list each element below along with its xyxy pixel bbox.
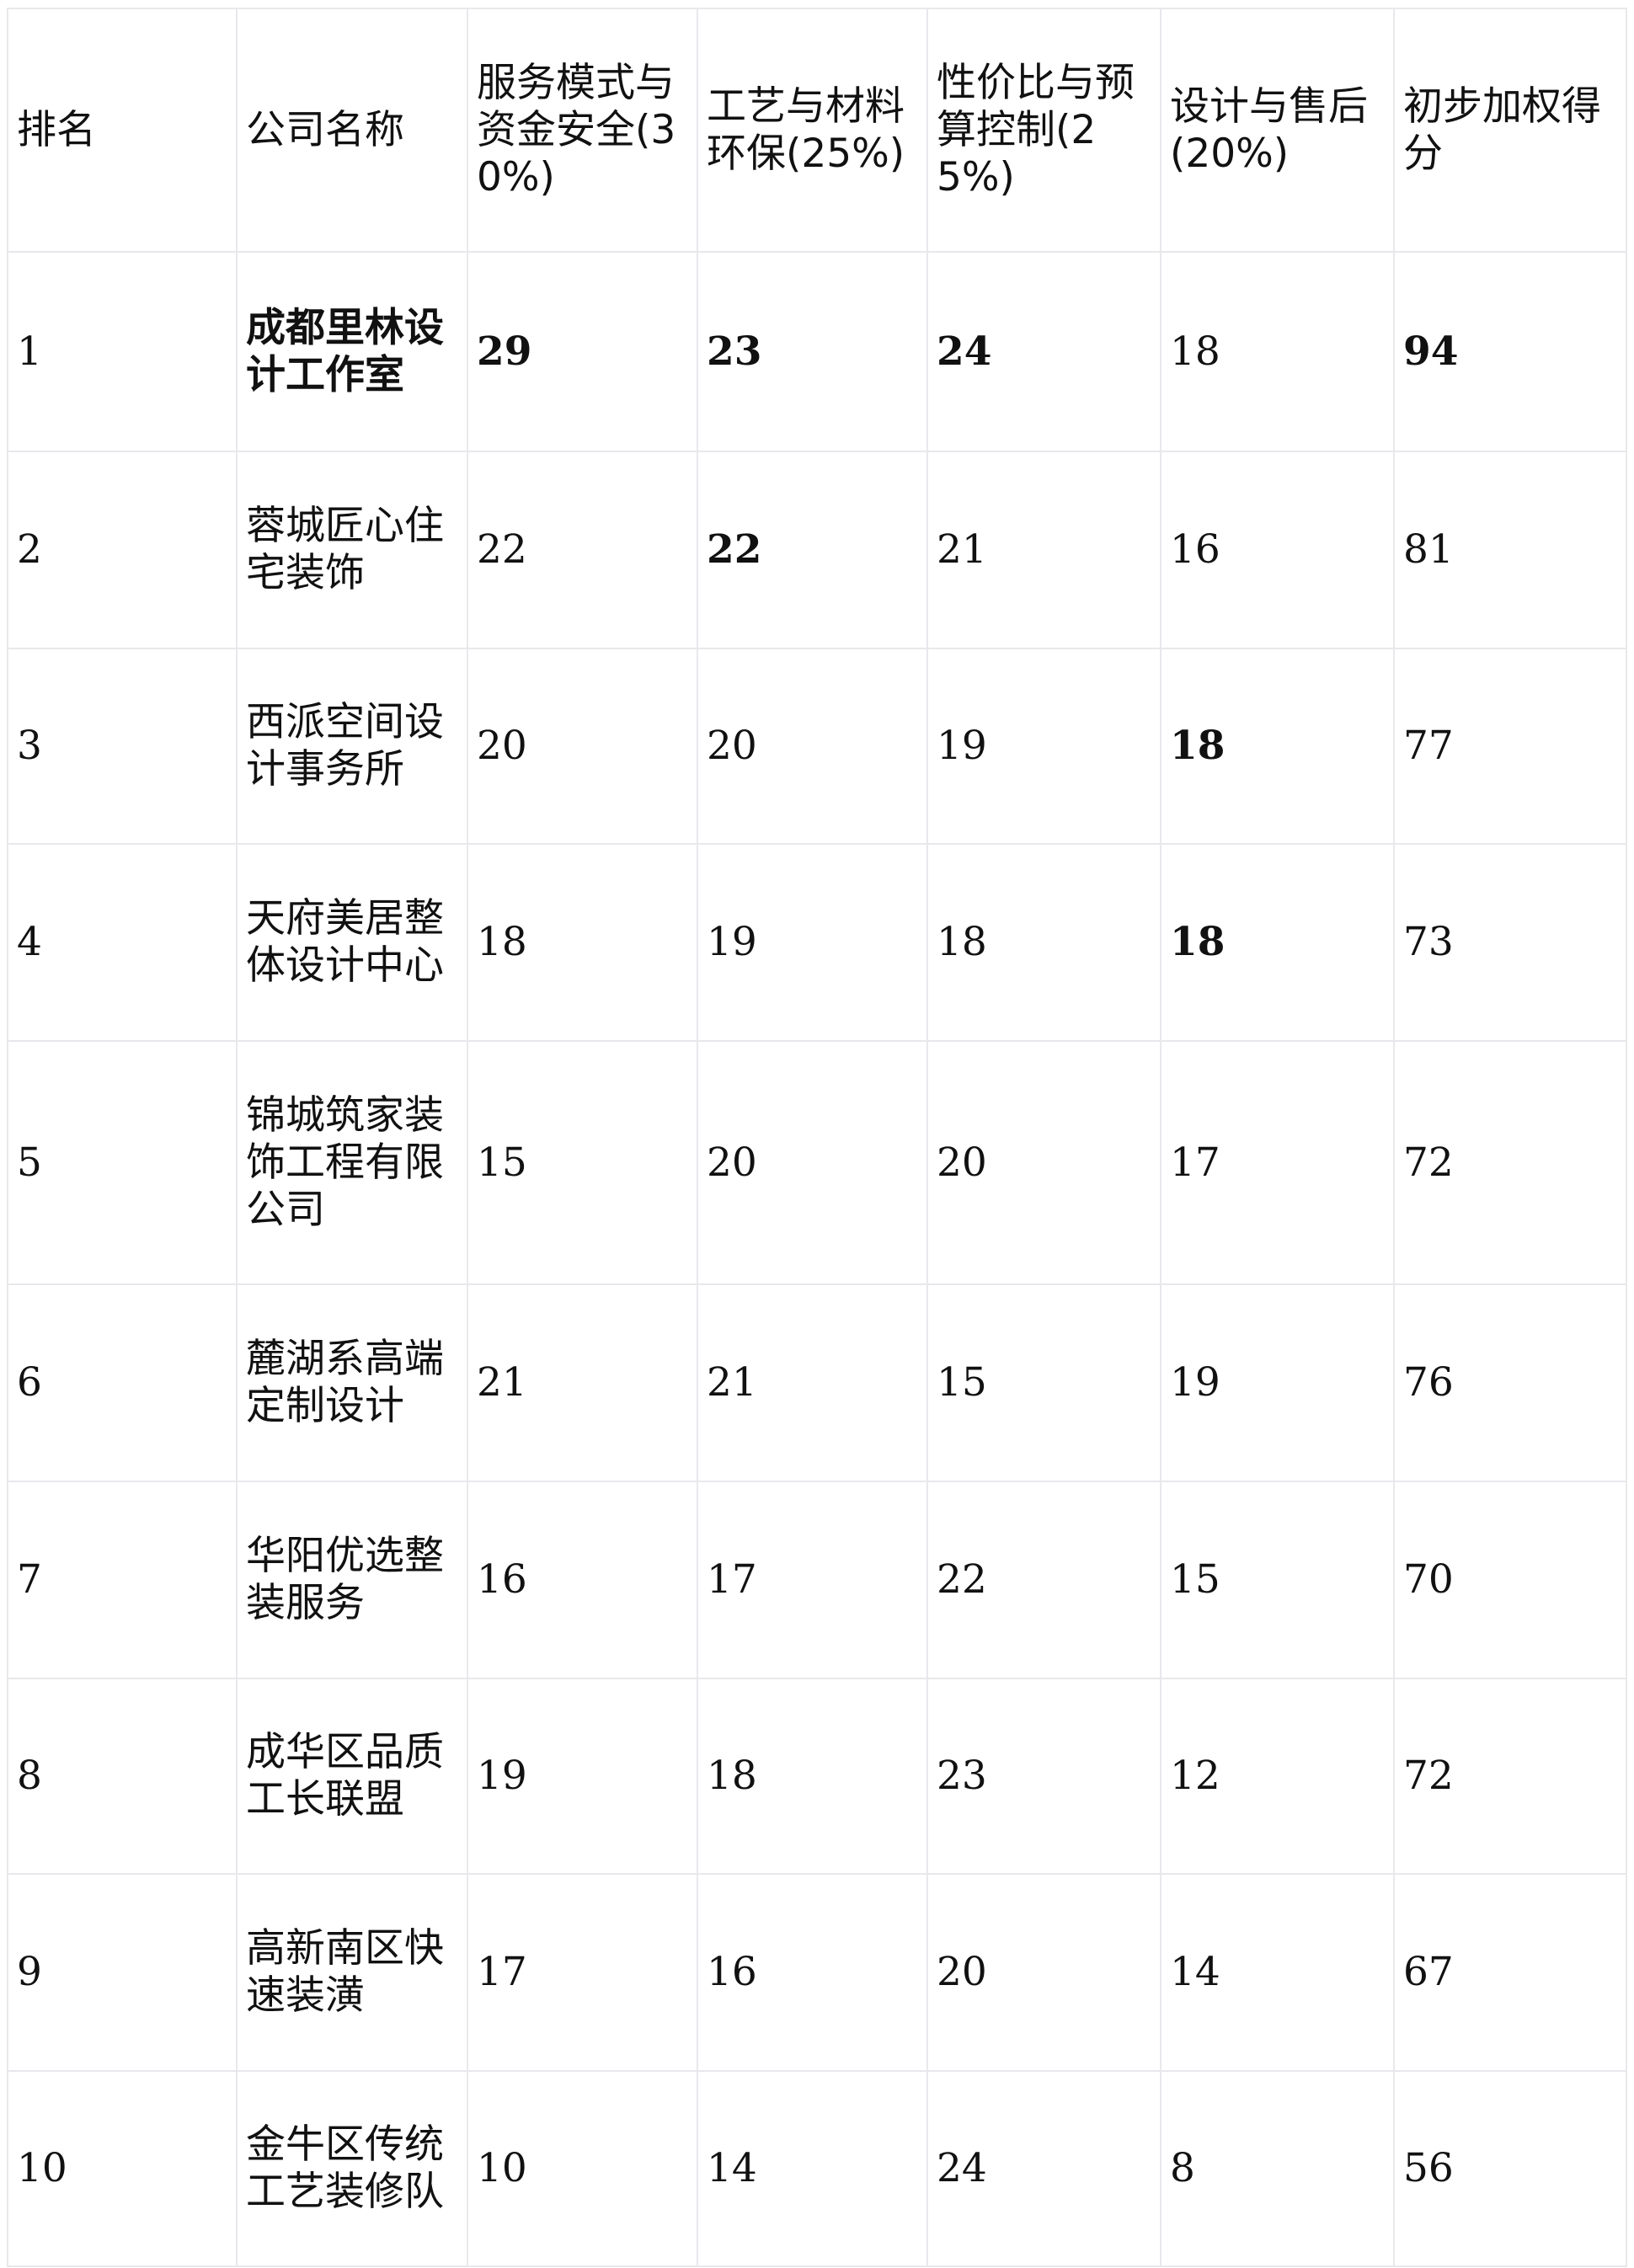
company-name-cell: 天府美居整体设计中心 [236, 843, 468, 1042]
service-funds-cell: 18 [467, 843, 698, 1042]
header-craft-materials: 工艺与材料环保(25%) [697, 8, 928, 253]
service-funds-cell: 17 [467, 1873, 698, 2072]
service-funds-cell: 20 [467, 648, 698, 845]
craft-materials-cell: 19 [697, 843, 928, 1042]
header-rank: 排名 [7, 8, 238, 253]
rank-cell: 3 [7, 648, 238, 845]
company-name-cell: 成华区品质工长联盟 [236, 1678, 468, 1875]
rank-cell: 10 [7, 2070, 238, 2267]
value-budget-cell: 20 [926, 1873, 1161, 2072]
table-row: 8 成华区品质工长联盟 19 18 23 12 72 [7, 1678, 1627, 1875]
company-name-cell: 金牛区传统工艺装修队 [236, 2070, 468, 2267]
weighted-score-cell: 77 [1393, 648, 1627, 845]
rank-cell: 8 [7, 1678, 238, 1875]
value-budget-cell: 18 [926, 843, 1161, 1042]
weighted-score-cell: 72 [1393, 1678, 1627, 1875]
table-row: 1 成都里林设计工作室 29 23 24 18 94 [7, 251, 1627, 452]
design-aftersales-cell: 19 [1160, 1283, 1395, 1482]
table-row: 6 麓湖系高端定制设计 21 21 15 19 76 [7, 1283, 1627, 1482]
table-row: 5 锦城筑家装饰工程有限公司 15 20 20 17 72 [7, 1040, 1627, 1285]
service-funds-cell: 16 [467, 1481, 698, 1679]
weighted-score-cell: 81 [1393, 451, 1627, 649]
rank-cell: 2 [7, 451, 238, 649]
weighted-score-cell: 67 [1393, 1873, 1627, 2072]
table-row: 10 金牛区传统工艺装修队 10 14 24 8 56 [7, 2070, 1627, 2267]
service-funds-cell: 15 [467, 1040, 698, 1285]
company-name-cell: 华阳优选整装服务 [236, 1481, 468, 1679]
craft-materials-cell: 23 [697, 251, 928, 452]
value-budget-cell: 23 [926, 1678, 1161, 1875]
header-design-aftersales: 设计与售后(20%) [1160, 8, 1395, 253]
weighted-score-cell: 76 [1393, 1283, 1627, 1482]
craft-materials-cell: 14 [697, 2070, 928, 2267]
header-company: 公司名称 [236, 8, 468, 253]
design-aftersales-cell: 18 [1160, 251, 1395, 452]
ranking-table: 排名 公司名称 服务模式与资金安全(30%) 工艺与材料环保(25%) 性价比与… [7, 8, 1627, 2267]
value-budget-cell: 21 [926, 451, 1161, 649]
weighted-score-cell: 72 [1393, 1040, 1627, 1285]
design-aftersales-cell: 12 [1160, 1678, 1395, 1875]
craft-materials-cell: 22 [697, 451, 928, 649]
weighted-score-cell: 70 [1393, 1481, 1627, 1679]
craft-materials-cell: 20 [697, 648, 928, 845]
weighted-score-cell: 73 [1393, 843, 1627, 1042]
company-name-cell: 成都里林设计工作室 [236, 251, 468, 452]
craft-materials-cell: 16 [697, 1873, 928, 2072]
rank-cell: 9 [7, 1873, 238, 2072]
company-name-cell: 西派空间设计事务所 [236, 648, 468, 845]
table-row: 3 西派空间设计事务所 20 20 19 18 77 [7, 648, 1627, 845]
company-name-cell: 高新南区快速装潢 [236, 1873, 468, 2072]
table-row: 9 高新南区快速装潢 17 16 20 14 67 [7, 1873, 1627, 2072]
craft-materials-cell: 20 [697, 1040, 928, 1285]
craft-materials-cell: 18 [697, 1678, 928, 1875]
table-row: 2 蓉城匠心住宅装饰 22 22 21 16 81 [7, 451, 1627, 649]
service-funds-cell: 21 [467, 1283, 698, 1482]
table-row: 7 华阳优选整装服务 16 17 22 15 70 [7, 1481, 1627, 1679]
value-budget-cell: 19 [926, 648, 1161, 845]
rank-cell: 7 [7, 1481, 238, 1679]
service-funds-cell: 10 [467, 2070, 698, 2267]
design-aftersales-cell: 17 [1160, 1040, 1395, 1285]
company-name-cell: 蓉城匠心住宅装饰 [236, 451, 468, 649]
value-budget-cell: 15 [926, 1283, 1161, 1482]
header-weighted-score: 初步加权得分 [1393, 8, 1627, 253]
service-funds-cell: 29 [467, 251, 698, 452]
header-row: 排名 公司名称 服务模式与资金安全(30%) 工艺与材料环保(25%) 性价比与… [7, 8, 1627, 253]
design-aftersales-cell: 18 [1160, 648, 1395, 845]
rank-cell: 6 [7, 1283, 238, 1482]
service-funds-cell: 22 [467, 451, 698, 649]
value-budget-cell: 24 [926, 251, 1161, 452]
rank-cell: 5 [7, 1040, 238, 1285]
weighted-score-cell: 56 [1393, 2070, 1627, 2267]
value-budget-cell: 24 [926, 2070, 1161, 2267]
design-aftersales-cell: 16 [1160, 451, 1395, 649]
design-aftersales-cell: 18 [1160, 843, 1395, 1042]
craft-materials-cell: 21 [697, 1283, 928, 1482]
craft-materials-cell: 17 [697, 1481, 928, 1679]
header-service-funds: 服务模式与资金安全(30%) [467, 8, 698, 253]
table-row: 4 天府美居整体设计中心 18 19 18 18 73 [7, 843, 1627, 1042]
value-budget-cell: 20 [926, 1040, 1161, 1285]
value-budget-cell: 22 [926, 1481, 1161, 1679]
weighted-score-cell: 94 [1393, 251, 1627, 452]
rank-cell: 4 [7, 843, 238, 1042]
company-name-cell: 麓湖系高端定制设计 [236, 1283, 468, 1482]
rank-cell: 1 [7, 251, 238, 452]
design-aftersales-cell: 14 [1160, 1873, 1395, 2072]
design-aftersales-cell: 8 [1160, 2070, 1395, 2267]
company-name-cell: 锦城筑家装饰工程有限公司 [236, 1040, 468, 1285]
header-value-budget: 性价比与预算控制(25%) [926, 8, 1161, 253]
service-funds-cell: 19 [467, 1678, 698, 1875]
design-aftersales-cell: 15 [1160, 1481, 1395, 1679]
